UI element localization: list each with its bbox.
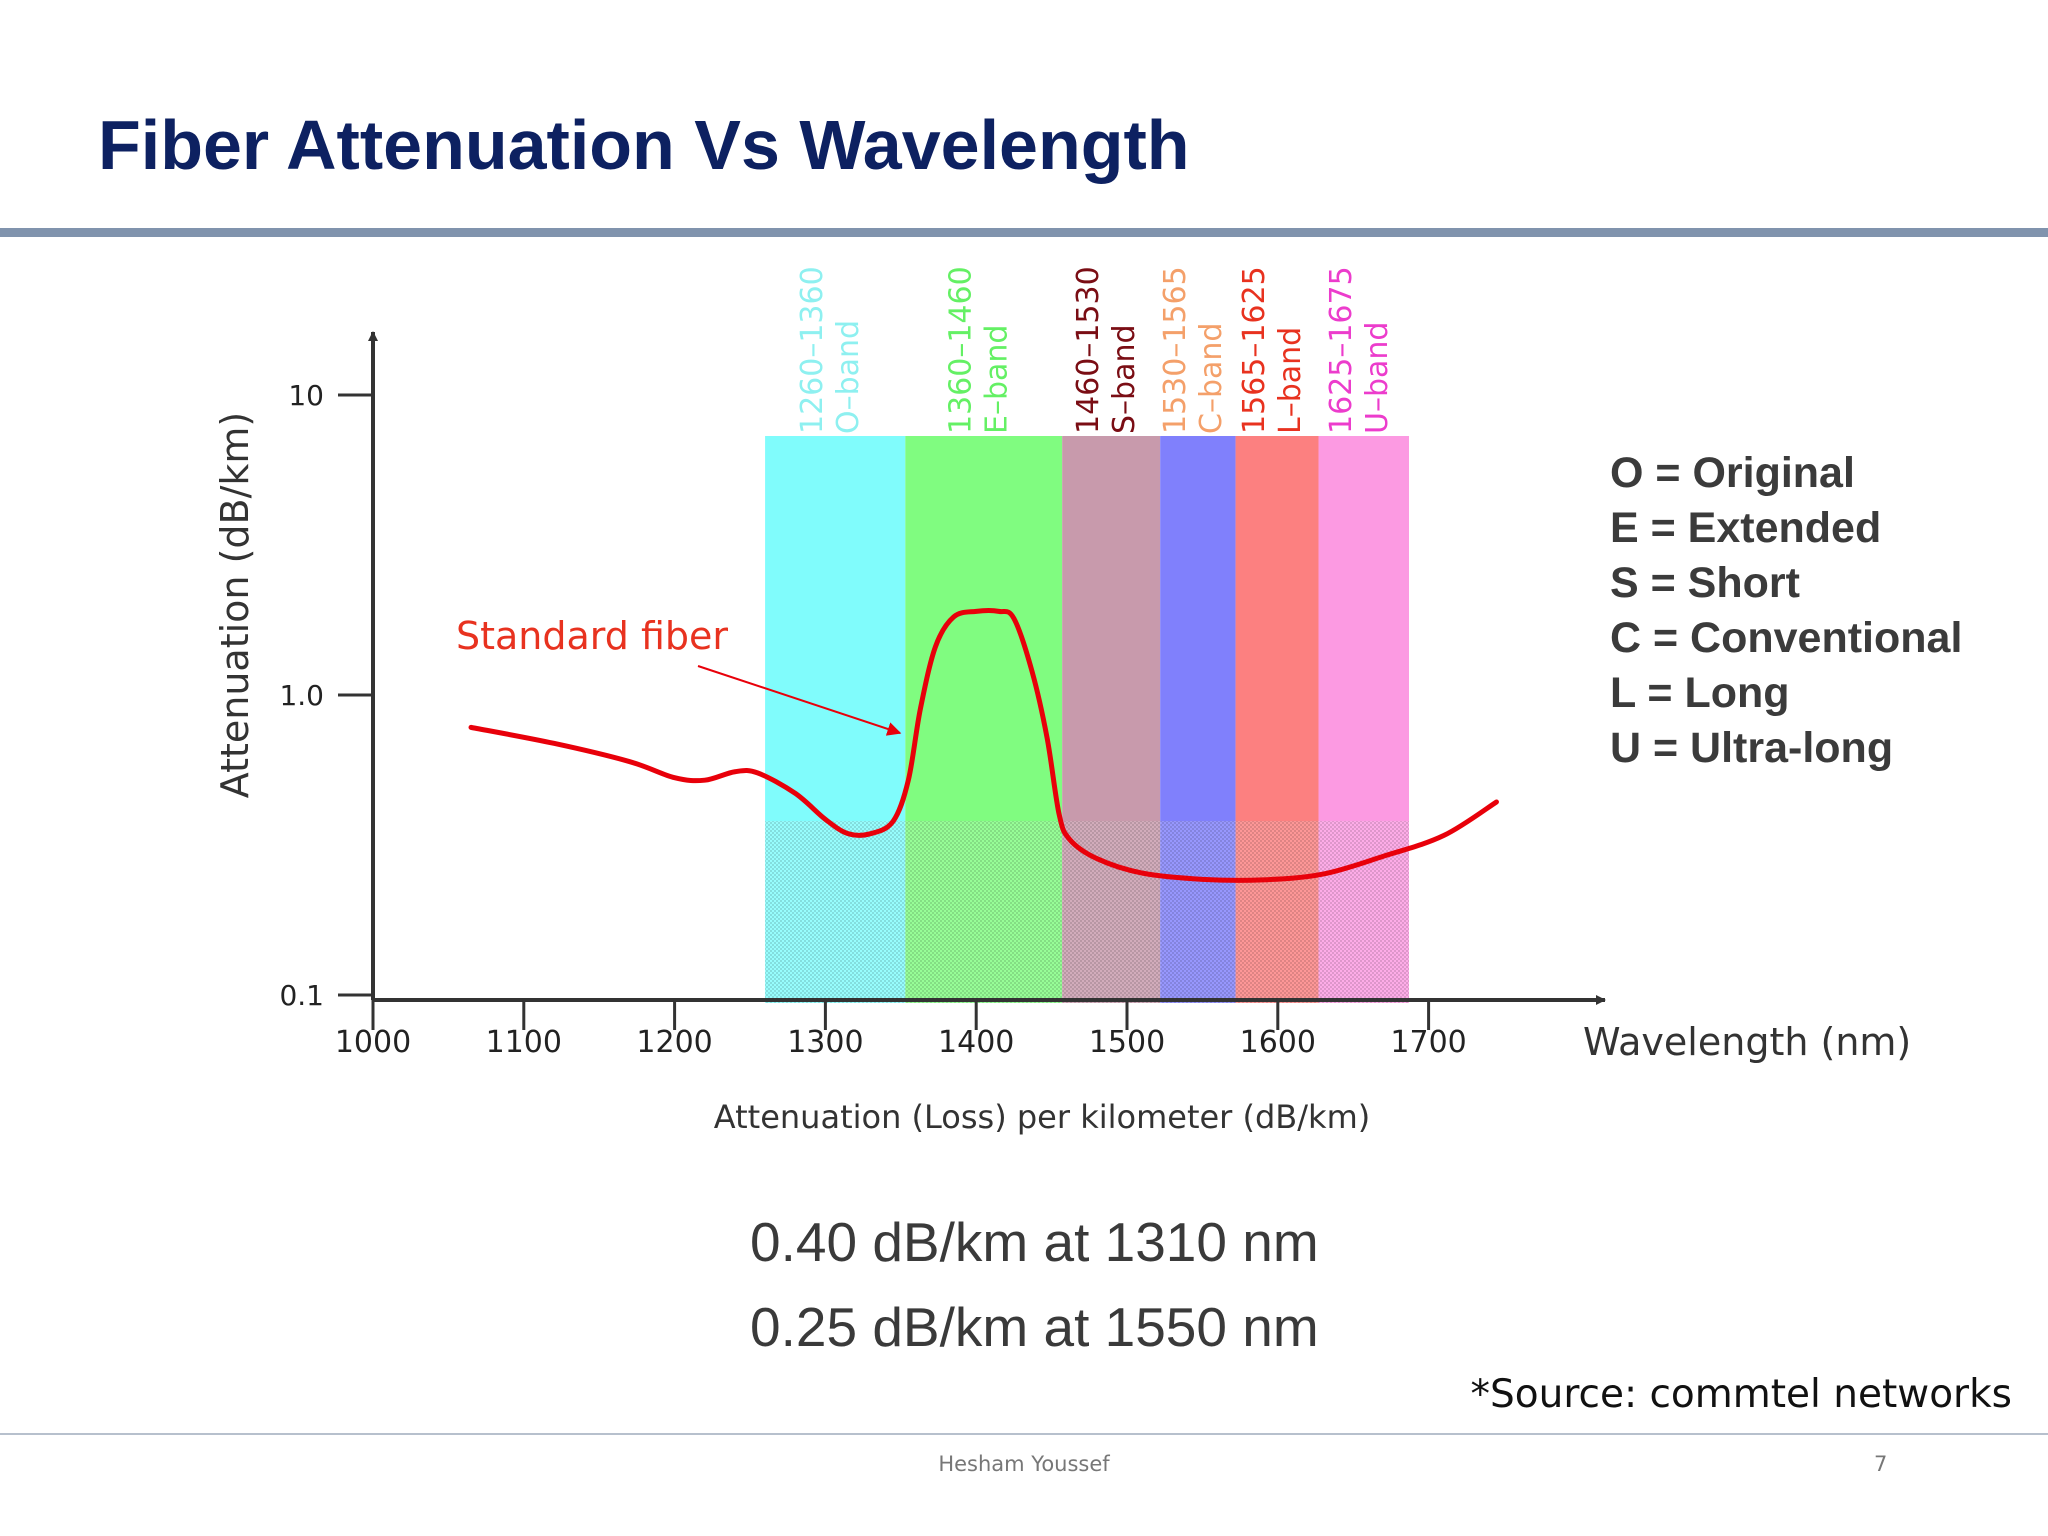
band-range-label: 1530–1565 bbox=[1158, 266, 1193, 434]
page-number: 7 bbox=[1874, 1452, 1888, 1476]
band-name-label: C–band bbox=[1194, 323, 1229, 434]
series-standard-fiber-line bbox=[468, 608, 1499, 883]
annotation-standard-fiber: Standard fiber bbox=[456, 614, 728, 658]
band-legend: O = Original E = Extended S = Short C = … bbox=[1610, 446, 1962, 776]
stat-1310: 0.40 dB/km at 1310 nm bbox=[750, 1211, 1319, 1273]
legend-item-c: C = Conventional bbox=[1610, 614, 1963, 662]
footer-author: Hesham Youssef bbox=[938, 1452, 1110, 1476]
band-texture bbox=[1160, 821, 1236, 1003]
footer-divider bbox=[0, 1433, 2048, 1435]
band-range-label: 1565–1625 bbox=[1237, 266, 1272, 434]
legend-item-o: O = Original bbox=[1610, 449, 1855, 497]
legend-item-e: E = Extended bbox=[1610, 504, 1882, 552]
y-tick-label: 10 bbox=[288, 379, 324, 412]
band-texture bbox=[1318, 821, 1409, 1003]
x-axis-label: Wavelength (nm) bbox=[1583, 1020, 1911, 1064]
band-range-label: 1625–1675 bbox=[1324, 266, 1359, 434]
band-name-label: U–band bbox=[1360, 322, 1395, 434]
x-tick-label: 1500 bbox=[1089, 1025, 1165, 1060]
x-tick-label: 1400 bbox=[938, 1025, 1014, 1060]
band-texture bbox=[905, 821, 1063, 1003]
y-tick-label: 0.1 bbox=[279, 979, 324, 1012]
legend-item-l: L = Long bbox=[1610, 669, 1790, 717]
y-axis-label: Attenuation (dB/km) bbox=[213, 412, 257, 799]
band-range-label: 1460–1530 bbox=[1071, 266, 1106, 434]
stat-1550: 0.25 dB/km at 1550 nm bbox=[750, 1296, 1319, 1358]
y-tick-label: 1.0 bbox=[279, 679, 324, 712]
x-tick-label: 1700 bbox=[1390, 1025, 1466, 1060]
legend-item-s: S = Short bbox=[1610, 559, 1800, 607]
x-tick-label: 1000 bbox=[335, 1025, 411, 1060]
x-tick-label: 1300 bbox=[787, 1025, 863, 1060]
band-name-label: L–band bbox=[1273, 327, 1308, 434]
attenuation-chart: 0.1 1.0 10 1000 1100 1200 1300 1400 1500 1600 1700… bbox=[213, 266, 1911, 1136]
band-name-label: E–band bbox=[980, 325, 1015, 434]
band-texture bbox=[1235, 821, 1319, 1003]
legend-item-u: U = Ultra-long bbox=[1610, 724, 1894, 772]
band-texture bbox=[765, 821, 906, 1003]
chart-caption: Attenuation (Loss) per kilometer (dB/km) bbox=[714, 1098, 1370, 1136]
band-range-label: 1360–1460 bbox=[944, 266, 979, 434]
title-divider bbox=[0, 228, 2048, 237]
band-range-label: 1260–1360 bbox=[795, 266, 830, 434]
annotation-arrow bbox=[697, 665, 902, 736]
x-tick-label: 1100 bbox=[486, 1025, 562, 1060]
x-tick-label: 1200 bbox=[636, 1025, 712, 1060]
source-note: *Source: commtel networks bbox=[1470, 1372, 2013, 1417]
band-texture bbox=[1062, 821, 1161, 1003]
slide-title: Fiber Attenuation Vs Wavelength bbox=[98, 106, 1190, 184]
band-name-label: S–band bbox=[1107, 324, 1142, 434]
band-name-label: O–band bbox=[831, 320, 866, 434]
x-tick-label: 1600 bbox=[1240, 1025, 1316, 1060]
